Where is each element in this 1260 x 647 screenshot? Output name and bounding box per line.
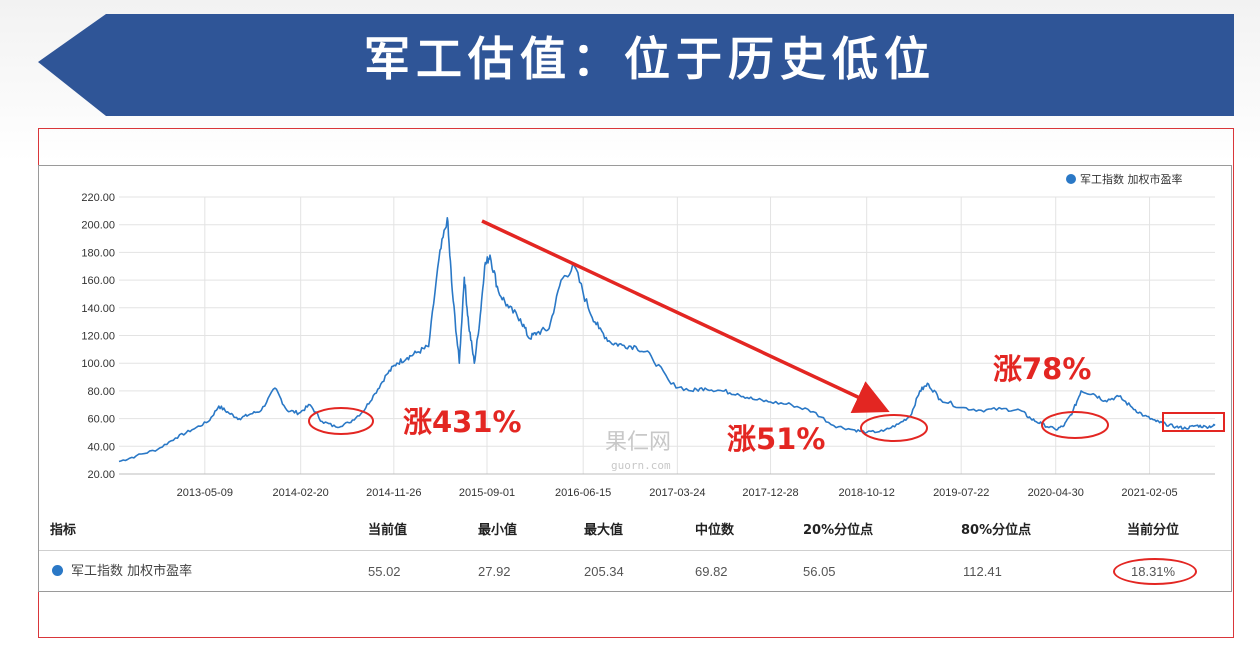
banner-arrow-shape (38, 14, 1234, 116)
stats-header-row: 指标 当前值 最小值 最大值 中位数 20%分位点 80%分位点 当前分位 (39, 512, 1231, 551)
trough-circle-2018 (860, 414, 928, 442)
header-p20: 20%分位点 (803, 523, 874, 538)
header-max: 最大值 (584, 523, 624, 538)
legend-marker (1066, 174, 1076, 184)
x-tick-label: 2016-06-15 (555, 487, 611, 499)
y-tick-label: 220.00 (81, 192, 115, 204)
y-tick-label: 100.00 (81, 358, 115, 370)
pe-line-chart: 220.00 200.00 180.00 160.00 140.00 120.00 100.… (81, 172, 1225, 499)
annotation-gain-51: 涨51% (727, 422, 825, 456)
chart-panel (38, 165, 1232, 592)
y-tick-label: 20.00 (87, 469, 115, 481)
header-current: 当前值 (368, 523, 408, 538)
x-tick-label: 2014-11-26 (366, 487, 421, 499)
y-tick-label: 120.00 (81, 331, 115, 343)
row-min: 27.92 (478, 564, 511, 579)
row-p20: 56.05 (803, 564, 836, 579)
stats-table: 指标 当前值 最小值 最大值 中位数 20%分位点 80%分位点 当前分位 军工… (39, 512, 1231, 595)
row-max: 205.34 (584, 564, 624, 579)
x-axis-ticks: 2013-05-09 2014-02-20 2014-11-26 2015-09-01… (177, 487, 1178, 499)
table-row: 军工指数 加权市盈率 55.02 27.92 205.34 69.82 56.0… (39, 551, 1231, 595)
x-tick-label: 2020-04-30 (1028, 487, 1084, 499)
gridlines (119, 196, 1215, 475)
trough-circle-2020 (1041, 411, 1109, 439)
slide-title: 军工估值：位于历史低位 (364, 32, 936, 86)
y-tick-label: 60.00 (87, 414, 115, 426)
x-tick-label: 2019-07-22 (933, 487, 989, 499)
row-name: 军工指数 加权市盈率 (71, 564, 193, 579)
row-p80: 112.41 (963, 564, 1002, 579)
header-median: 中位数 (695, 523, 735, 538)
x-tick-label: 2017-12-28 (742, 487, 798, 499)
series-dot-icon (52, 565, 63, 576)
row-median: 69.82 (695, 564, 728, 579)
x-tick-label: 2013-05-09 (177, 487, 233, 499)
current-level-box (1162, 412, 1225, 432)
header-percentile: 当前分位 (1127, 523, 1180, 538)
watermark-cn: 果仁网 (605, 430, 671, 455)
x-tick-label: 2017-03-24 (649, 487, 705, 499)
y-tick-label: 180.00 (81, 247, 115, 259)
y-axis-ticks: 220.00 200.00 180.00 160.00 140.00 120.00 100.… (81, 192, 115, 481)
title-banner (38, 14, 1234, 116)
x-tick-label: 2015-09-01 (459, 487, 515, 499)
y-tick-label: 40.00 (87, 441, 115, 453)
row-name-cell: 军工指数 加权市盈率 (52, 551, 192, 593)
annotation-gain-78: 涨78% (993, 352, 1091, 386)
legend-label[interactable]: 军工指数 加权市盈率 (1080, 172, 1183, 186)
header-p80: 80%分位点 (961, 523, 1032, 538)
row-current: 55.02 (368, 564, 401, 579)
series-line-junggong-pe (118, 217, 1216, 463)
x-tick-label: 2018-10-12 (839, 487, 895, 499)
x-tick-label: 2014-02-20 (273, 487, 329, 499)
y-tick-label: 80.00 (87, 386, 115, 398)
header-indicator: 指标 (50, 523, 77, 538)
y-tick-label: 200.00 (81, 220, 115, 232)
watermark-en: guorn.com (611, 459, 671, 472)
annotation-gain-431: 涨431% (403, 405, 522, 439)
trough-circle-2014 (308, 407, 374, 435)
percentile-highlight-circle (1113, 558, 1197, 585)
header-min: 最小值 (478, 523, 518, 538)
y-tick-label: 140.00 (81, 303, 115, 315)
downtrend-arrow (481, 219, 890, 413)
x-tick-label: 2021-02-05 (1121, 487, 1177, 499)
y-tick-label: 160.00 (81, 275, 115, 287)
